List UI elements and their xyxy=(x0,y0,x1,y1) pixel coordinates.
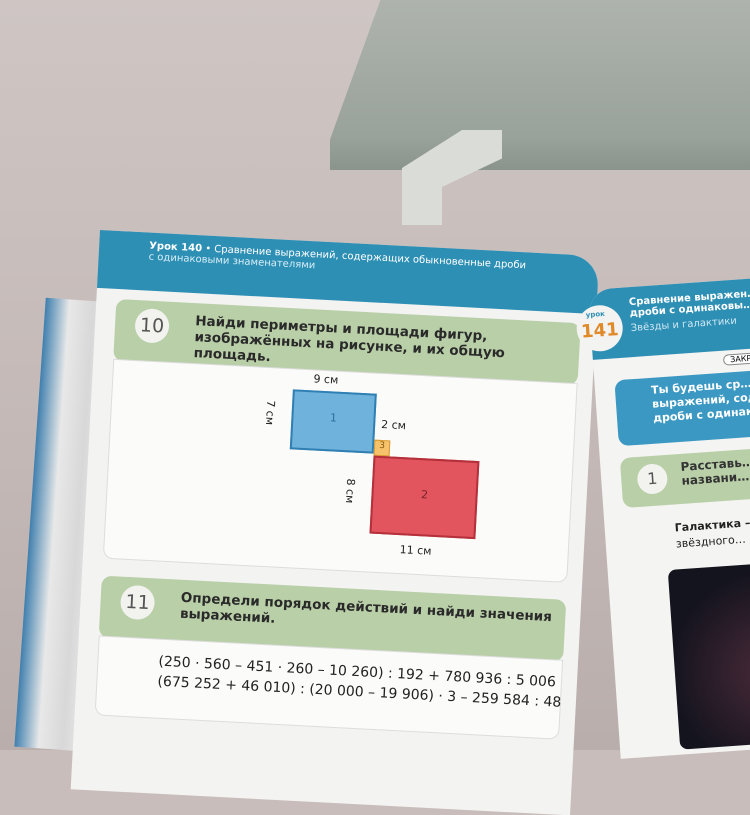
rectangle-1: 1 xyxy=(289,389,377,454)
height-2-label: 8 см xyxy=(342,478,358,504)
side-3-label: 2 см xyxy=(380,417,407,433)
exercise-1-text: Галактика – звёздного… xyxy=(674,515,750,552)
lesson-title: Сравнение выражен… дроби с одинаковы… xyxy=(628,288,750,320)
rectangle-2: 2 xyxy=(369,455,480,540)
wall-shelf xyxy=(330,0,750,170)
section-tag: ЗАКР… xyxy=(722,351,750,366)
width-2-label: 11 см xyxy=(399,543,432,558)
body-line-2: звёздного… xyxy=(675,532,747,551)
badge-label: урок xyxy=(585,309,606,320)
width-1-label: 9 см xyxy=(313,372,339,387)
exercise-number: 1 xyxy=(636,462,669,495)
square-3: 3 xyxy=(373,439,391,457)
lesson-goal: Ты будешь ср… выражений, соде… дроби с о… xyxy=(614,366,750,447)
left-page: Урок 140 • Сравнение выражений, содержащ… xyxy=(70,230,600,815)
height-1-label: 7 см xyxy=(262,399,278,426)
galaxy-image xyxy=(667,558,750,750)
exercise-text: Расставь… названи… xyxy=(680,454,750,488)
lesson-header: урок 141 Сравнение выражен… дроби с одина… xyxy=(575,276,750,360)
badge-number: 141 xyxy=(580,318,620,343)
exercise-1-header: 1 Расставь… названи… xyxy=(619,444,750,509)
exercise-number: 10 xyxy=(134,307,170,344)
exercise-text: Определи порядок действий и найди значен… xyxy=(179,589,553,627)
exercise-number: 11 xyxy=(119,584,156,621)
exercise-10-figure: 9 см 7 см 1 2 см 3 2 8 см 11 см xyxy=(102,358,578,583)
